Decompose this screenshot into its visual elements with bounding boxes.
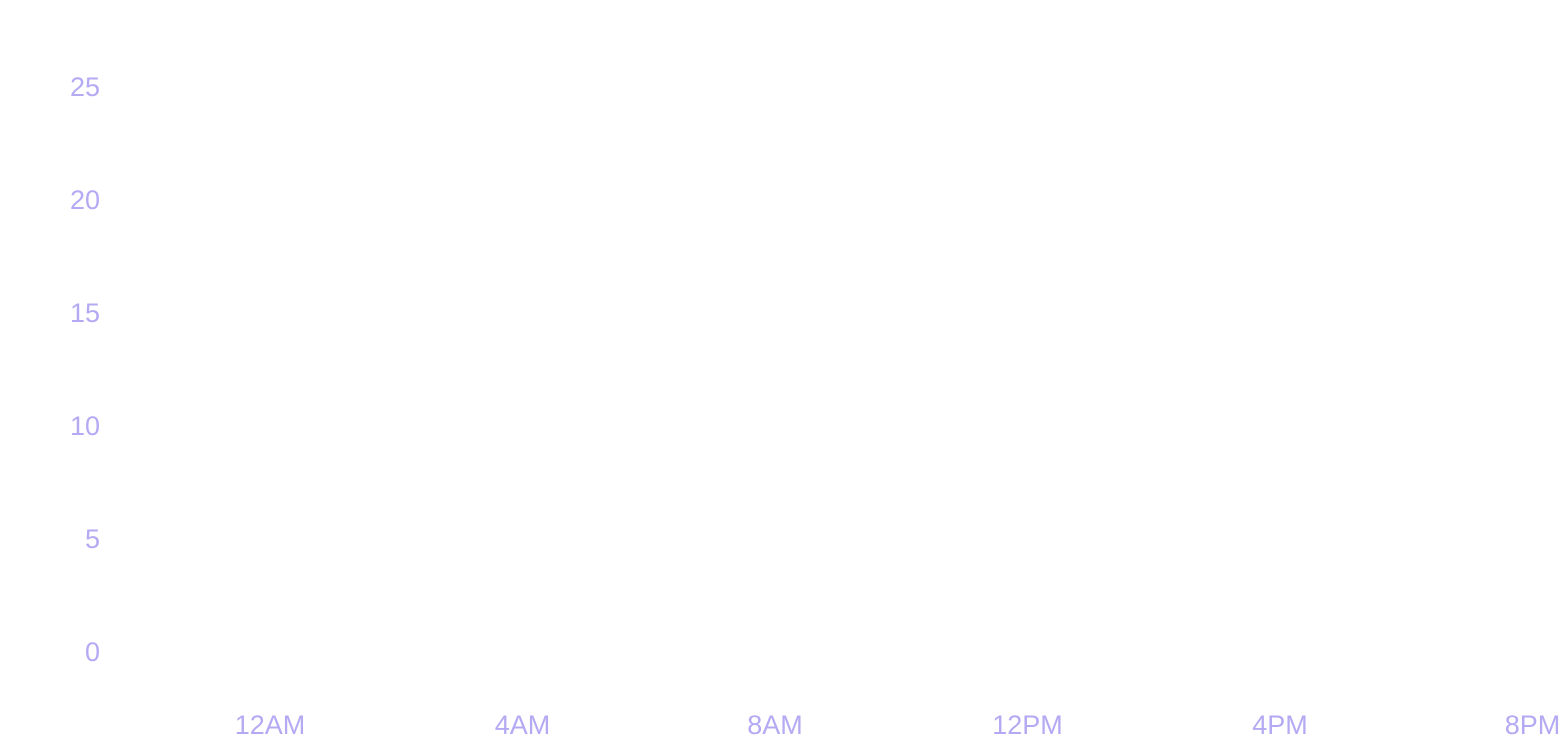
x-tick-label: 4PM [1252, 710, 1308, 740]
x-tick-label: 8PM [1505, 710, 1561, 740]
y-tick-label: 15 [70, 298, 100, 328]
y-tick-label: 0 [85, 637, 100, 667]
x-tick-label: 12AM [235, 710, 306, 740]
y-tick-label: 10 [70, 411, 100, 441]
x-tick-label: 8AM [747, 710, 803, 740]
x-tick-label: 4AM [495, 710, 551, 740]
y-tick-label: 5 [85, 524, 100, 554]
x-tick-label: 12PM [992, 710, 1063, 740]
y-tick-label: 20 [70, 185, 100, 215]
y-tick-label: 25 [70, 72, 100, 102]
